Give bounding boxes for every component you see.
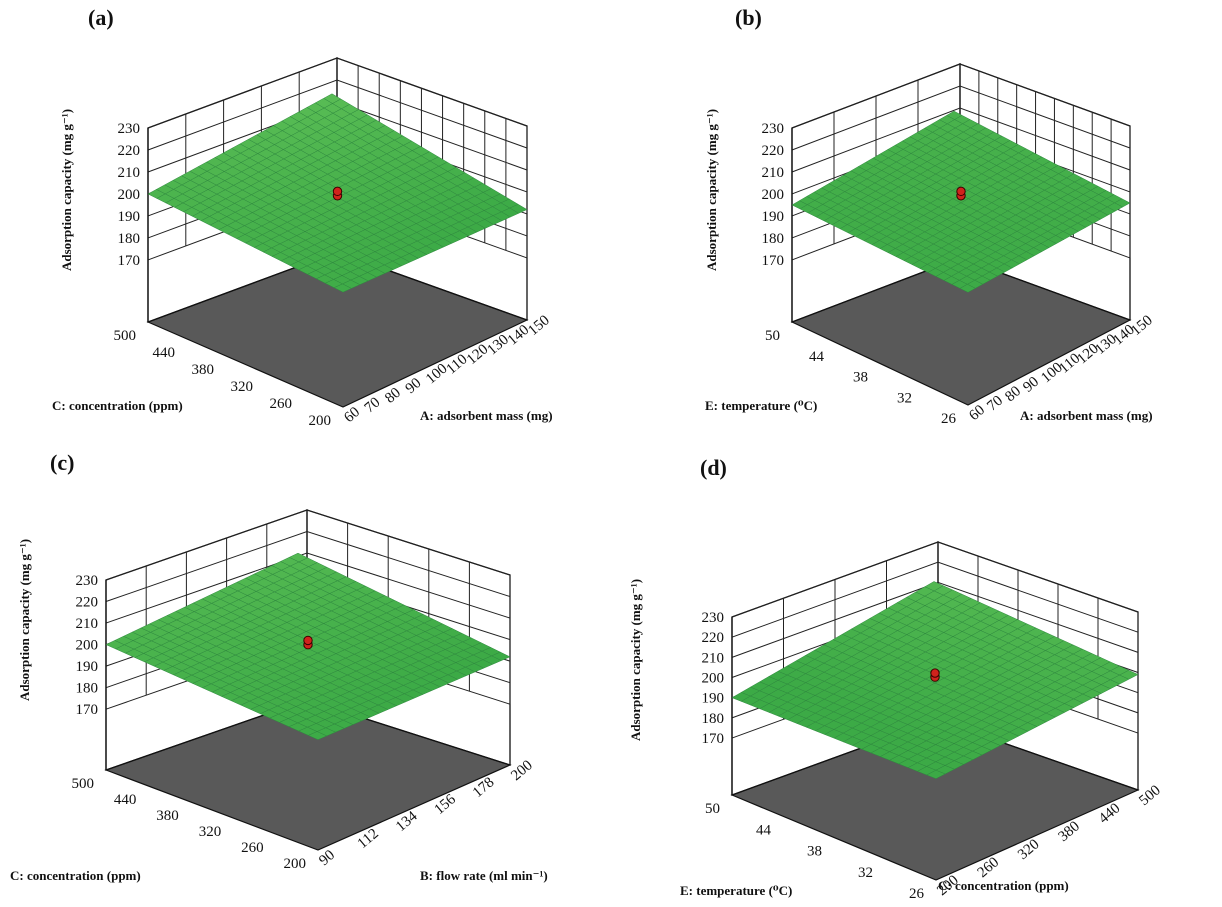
panel-c: 170 180 190 200 210 220 230 500 440 380 320 260 200 9… xyxy=(10,450,548,883)
z-axis-label: Adsorption capacity (mg g⁻¹) xyxy=(704,109,719,271)
left-axis-tick-label: 44 xyxy=(756,822,772,838)
right-axis-tick-label: 90 xyxy=(403,375,425,397)
z-tick-label: 210 xyxy=(702,650,725,666)
left-axis-tick-label: 44 xyxy=(809,349,825,365)
left-axis-tick-label: 500 xyxy=(114,328,137,344)
right-axis-tick-label: 80 xyxy=(382,385,404,407)
z-tick-label: 220 xyxy=(76,595,99,611)
z-axis-label: Adsorption capacity (mg g⁻¹) xyxy=(628,579,643,741)
right-axis-tick-label: 60 xyxy=(966,402,988,424)
left-axis-tick-label: 380 xyxy=(156,808,179,824)
z-tick-label: 200 xyxy=(118,187,141,203)
left-axis-label: E: temperature (⁰C) xyxy=(680,883,792,898)
z-tick-label: 190 xyxy=(702,691,725,707)
z-tick-label: 180 xyxy=(76,681,99,697)
right-axis-tick-label: 90 xyxy=(316,847,338,869)
response-surface xyxy=(731,581,1139,779)
z-tick-label: 180 xyxy=(762,231,785,247)
left-axis-tick-label: 26 xyxy=(941,411,957,427)
z-tick-label: 220 xyxy=(118,143,141,159)
z-tick-label: 230 xyxy=(118,121,141,137)
z-axis-label: Adsorption capacity (mg g⁻¹) xyxy=(17,539,32,701)
left-axis-tick-label: 380 xyxy=(192,362,215,378)
panel-label: (d) xyxy=(700,455,727,480)
left-axis-tick-label: 200 xyxy=(284,856,307,872)
z-tick-label: 220 xyxy=(762,143,785,159)
surface-cell xyxy=(926,769,946,779)
right-axis-tick-label: 200 xyxy=(508,757,536,784)
left-axis-tick-label: 320 xyxy=(231,379,254,395)
z-tick-label: 210 xyxy=(76,616,99,632)
left-axis-tick-label: 38 xyxy=(807,844,822,860)
z-tick-label: 200 xyxy=(762,187,785,203)
left-axis-tick-label: 260 xyxy=(270,396,293,412)
z-tick-label: 190 xyxy=(76,659,99,675)
left-axis-tick-label: 32 xyxy=(858,865,873,881)
z-tick-label: 200 xyxy=(76,638,99,654)
left-axis-tick-label: 320 xyxy=(199,824,222,840)
right-axis-tick-label: 80 xyxy=(1002,383,1024,405)
z-tick-label: 170 xyxy=(118,253,141,269)
z-tick-label: 170 xyxy=(76,702,99,718)
surface-cell xyxy=(307,731,328,740)
z-tick-label: 220 xyxy=(702,630,725,646)
right-axis-tick-label: 70 xyxy=(984,393,1006,415)
response-surface xyxy=(105,552,511,740)
right-axis-tick-label: 60 xyxy=(341,404,363,426)
z-tick-label: 190 xyxy=(762,209,785,225)
z-tick-label: 230 xyxy=(762,121,785,137)
right-axis-tick-label: 70 xyxy=(362,394,384,416)
z-tick-label: 170 xyxy=(762,253,785,269)
response-surface xyxy=(791,110,1131,293)
z-tick-label: 180 xyxy=(118,231,141,247)
left-axis-tick-label: 50 xyxy=(705,801,720,817)
left-axis-tick-label: 440 xyxy=(114,792,137,808)
left-axis-tick-label: 38 xyxy=(853,370,868,386)
left-axis-tick-label: 260 xyxy=(241,840,264,856)
surface-cell xyxy=(333,283,352,293)
z-tick-label: 230 xyxy=(76,573,99,589)
right-axis-tick-label: 500 xyxy=(1136,782,1164,809)
panel-label: (b) xyxy=(735,5,762,30)
response-surface xyxy=(147,93,528,293)
right-axis-label: A: adsorbent mass (mg) xyxy=(1020,408,1153,423)
z-tick-label: 230 xyxy=(702,610,725,626)
left-axis-label: C: concentration (ppm) xyxy=(10,868,141,883)
left-axis-tick-label: 440 xyxy=(153,345,176,361)
center-point xyxy=(930,668,940,678)
left-axis-tick-label: 26 xyxy=(909,886,925,902)
right-axis-label: A: adsorbent mass (mg) xyxy=(420,408,553,423)
left-axis-label: C: concentration (ppm) xyxy=(52,398,183,413)
surface-cell xyxy=(959,284,976,293)
z-tick-label: 190 xyxy=(118,209,141,225)
left-axis-tick-label: 200 xyxy=(309,413,332,429)
panel-label: (c) xyxy=(50,450,74,475)
left-axis-label: E: temperature (⁰C) xyxy=(705,398,817,413)
center-point xyxy=(303,635,313,646)
z-tick-label: 180 xyxy=(702,711,725,727)
right-axis-label: C: concentration (ppm) xyxy=(938,878,1069,893)
left-axis-tick-label: 50 xyxy=(765,328,780,344)
right-axis-label: B: flow rate (ml min⁻¹) xyxy=(420,868,548,883)
center-point xyxy=(956,186,966,197)
z-tick-label: 200 xyxy=(702,671,725,687)
z-tick-label: 210 xyxy=(118,165,141,181)
left-axis-tick-label: 500 xyxy=(72,776,95,792)
panel-a: 170 180 190 200 210 220 230 500 440 380 320 260 200 6… xyxy=(52,5,553,429)
left-axis-tick-label: 32 xyxy=(897,390,912,406)
center-point xyxy=(332,186,343,197)
right-axis-tick-label: 90 xyxy=(1020,374,1042,396)
z-tick-label: 210 xyxy=(762,165,785,181)
z-axis-label: Adsorption capacity (mg g⁻¹) xyxy=(59,109,74,271)
z-tick-label: 170 xyxy=(702,731,725,747)
panel-label: (a) xyxy=(88,5,114,30)
